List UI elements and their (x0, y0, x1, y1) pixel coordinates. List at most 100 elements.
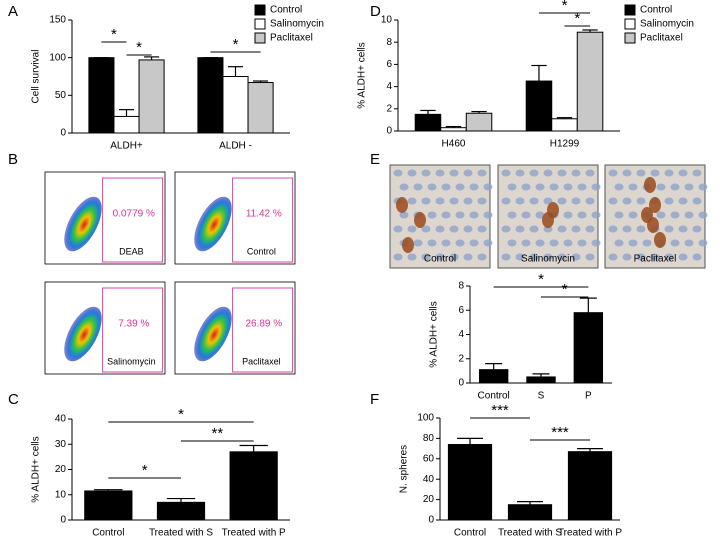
bar (551, 118, 578, 132)
bar (222, 76, 249, 134)
nucleus (529, 225, 539, 233)
error-bar (445, 125, 462, 128)
y-tick-label: 0 (386, 126, 392, 137)
nucleus (507, 211, 517, 219)
error-bar (227, 66, 244, 77)
x-tick-label: H1299 (550, 139, 580, 150)
y-tick-label: 8 (386, 37, 392, 48)
stained-cell (654, 232, 666, 248)
nucleus (577, 183, 587, 191)
nucleus (521, 239, 531, 247)
nucleus (441, 211, 451, 219)
nucleus (501, 253, 511, 261)
significance-label: *** (551, 424, 569, 441)
bar (84, 490, 133, 521)
bar (197, 57, 224, 134)
micrograph-label: Salinomycin (521, 254, 575, 265)
legend-label: Paclitaxel (270, 33, 313, 44)
nucleus (463, 197, 473, 205)
nucleus (642, 239, 652, 247)
nucleus (543, 197, 553, 205)
panel-letter: C (8, 391, 19, 408)
nucleus (463, 169, 473, 177)
bar (526, 376, 556, 384)
significance-label: * (111, 26, 117, 43)
x-tick-label: H460 (442, 139, 466, 150)
x-tick-label: Treated with P (558, 528, 622, 536)
nucleus (421, 253, 431, 261)
legend-swatch (624, 32, 636, 44)
error-bar (166, 497, 196, 503)
legend-label: Control (640, 5, 672, 16)
nucleus (449, 253, 459, 261)
panel-letter: F (370, 391, 379, 408)
nucleus (591, 183, 601, 191)
nucleus (535, 183, 545, 191)
x-tick-label: Treated with S (498, 528, 562, 536)
nucleus (656, 183, 666, 191)
nucleus (608, 253, 618, 261)
nucleus (515, 253, 525, 261)
stained-cell (402, 237, 414, 253)
bar (465, 112, 493, 132)
nucleus (585, 197, 595, 205)
nucleus (608, 197, 618, 205)
nucleus (557, 225, 567, 233)
nucleus (535, 239, 545, 247)
nucleus (664, 169, 674, 177)
nucleus (608, 169, 618, 177)
error-bar (118, 109, 135, 117)
nucleus (507, 239, 517, 247)
panel-letter: B (8, 151, 18, 168)
significance-label: *** (491, 402, 509, 419)
nucleus (413, 239, 423, 247)
y-tick-label: 4 (458, 329, 464, 340)
nucleus (670, 211, 680, 219)
error-bar (577, 448, 603, 452)
nucleus (628, 211, 638, 219)
nucleus (678, 253, 688, 261)
bar (447, 444, 493, 521)
legend-swatch (254, 4, 266, 16)
error-bar (471, 110, 487, 114)
y-axis-label: % ALDH+ cells (31, 436, 42, 502)
nucleus (664, 253, 674, 261)
legend-label: Salinomycin (270, 19, 324, 30)
error-bar (582, 29, 598, 33)
nucleus (698, 239, 708, 247)
significance-label: * (178, 406, 184, 423)
nucleus (393, 225, 403, 233)
nucleus (501, 169, 511, 177)
nucleus (529, 169, 539, 177)
nucleus (563, 211, 573, 219)
flow-label: DEAB (119, 246, 144, 256)
nucleus (427, 183, 437, 191)
nucleus (455, 183, 465, 191)
nucleus (393, 169, 403, 177)
flow-population (64, 306, 102, 362)
nucleus (585, 253, 595, 261)
flow-plot-frame (174, 281, 296, 375)
x-tick-label: Control (478, 391, 510, 402)
nucleus (435, 197, 445, 205)
significance-label: * (562, 0, 568, 14)
nucleus (407, 253, 417, 261)
nucleus (407, 197, 417, 205)
nucleus (529, 197, 539, 205)
nucleus (692, 197, 702, 205)
y-tick-label: 6 (458, 305, 464, 316)
nucleus (614, 211, 624, 219)
error-bar (253, 80, 269, 83)
error-bar (531, 64, 547, 82)
nucleus (477, 169, 487, 177)
nucleus (571, 253, 581, 261)
error-bar (579, 297, 597, 313)
legend-swatch (624, 4, 636, 16)
flow-gate (232, 287, 294, 373)
y-tick-label: 40 (423, 474, 435, 485)
x-tick-label: ALDH - (219, 141, 252, 152)
x-tick-label: Treated with S (149, 528, 213, 536)
y-tick-label: 10 (381, 15, 393, 26)
nucleus (477, 197, 487, 205)
